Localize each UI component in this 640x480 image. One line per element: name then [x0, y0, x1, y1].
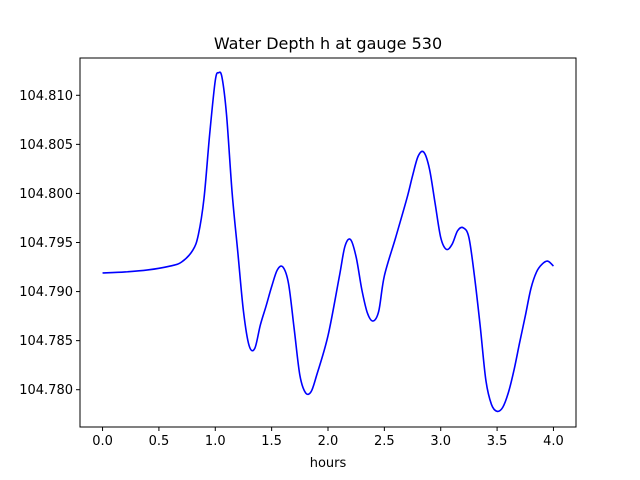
- x-tick-label: 1.0: [205, 434, 226, 449]
- x-tick-label: 1.5: [261, 434, 282, 449]
- y-tick-label: 104.800: [19, 187, 73, 202]
- x-tick-label: 4.0: [543, 434, 564, 449]
- y-tick-label: 104.810: [19, 89, 73, 104]
- y-tick-label: 104.790: [19, 285, 73, 300]
- x-tick-label: 3.0: [430, 434, 451, 449]
- y-tick-label: 104.795: [19, 236, 73, 251]
- series-line: [102, 71, 555, 413]
- y-axis: 104.780 104.785 104.790 104.795 104.800 104.8…: [19, 89, 80, 398]
- y-tick-label: 104.785: [19, 334, 73, 349]
- chart-title: Water Depth h at gauge 530: [214, 34, 442, 53]
- y-tick-label: 104.805: [19, 138, 73, 153]
- plot-area: [80, 58, 576, 427]
- x-tick-label: 2.0: [318, 434, 339, 449]
- x-tick-label: 0.5: [149, 434, 170, 449]
- x-tick-label: 2.5: [374, 434, 395, 449]
- x-tick-label: 3.5: [487, 434, 508, 449]
- plot-content: [102, 71, 555, 413]
- y-tick-label: 104.780: [19, 383, 73, 398]
- x-axis-label: hours: [310, 456, 347, 471]
- x-tick-label: 0.0: [92, 434, 113, 449]
- x-axis: 0.0 0.5 1.0 1.5 2.0 2.5 3.0 3.5 4.0: [92, 427, 564, 449]
